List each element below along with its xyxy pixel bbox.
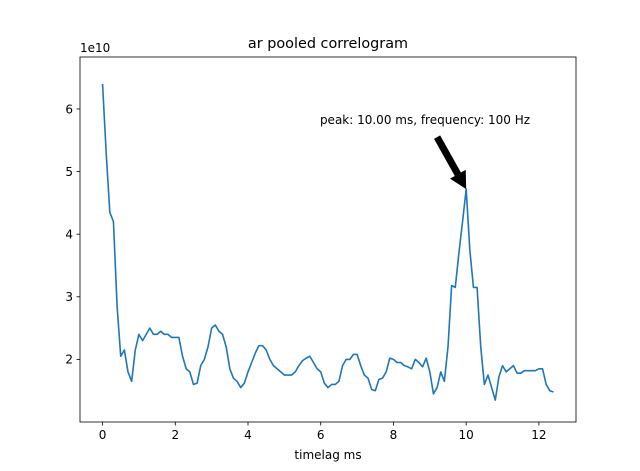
chart-title: ar pooled correlogram <box>248 36 408 52</box>
x-tick-label: 8 <box>390 428 398 442</box>
plot-area: 0 2 4 6 8 10 12 2 3 4 5 6 <box>65 83 554 442</box>
x-tick-label: 12 <box>531 428 546 442</box>
y-tick-label: 6 <box>65 102 73 116</box>
y-tick-label: 3 <box>65 290 73 304</box>
y-tick-label: 4 <box>65 227 73 241</box>
annotation-arrow <box>434 135 467 190</box>
y-tick-label: 5 <box>65 165 73 179</box>
series-line <box>101 83 554 401</box>
x-tick-label: 10 <box>459 428 474 442</box>
x-axis-label: timelag ms <box>294 448 361 462</box>
x-tick-label: 6 <box>317 428 325 442</box>
peak-annotation-text: peak: 10.00 ms, frequency: 100 Hz <box>320 113 530 127</box>
x-tick-label: 4 <box>244 428 252 442</box>
x-tick-label: 2 <box>171 428 179 442</box>
y-axis-multiplier-label: 1e10 <box>80 41 110 55</box>
x-tick-label: 0 <box>99 428 107 442</box>
axes-frame <box>79 56 577 423</box>
y-tick-label: 2 <box>65 353 73 367</box>
